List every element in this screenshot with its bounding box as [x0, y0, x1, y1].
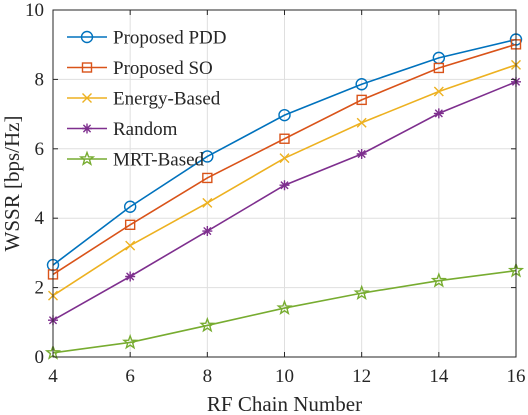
data-point	[430, 272, 447, 288]
legend-label: MRT-Based	[113, 150, 205, 171]
legend-item: Energy-Based	[67, 89, 221, 110]
legend-item: Random	[67, 119, 178, 140]
series-line	[52, 38, 517, 266]
data-point	[123, 200, 137, 213]
data-point	[356, 117, 367, 128]
data-point	[356, 149, 367, 160]
legend-label: Random	[113, 119, 178, 140]
data-point	[433, 108, 444, 119]
x-tick-label: 4	[48, 366, 58, 387]
x-tick-label: 8	[203, 366, 213, 387]
y-tick-label: 10	[25, 0, 44, 21]
legend: Proposed PDD Proposed SO Energy-Based Rando…	[67, 28, 226, 171]
legend-marker	[82, 93, 92, 103]
data-point	[433, 86, 444, 97]
y-tick-label: 8	[35, 69, 45, 90]
ticks: 4 6 8 10 12 14 16 0 2 4 6 8 10	[25, 0, 526, 387]
data-point	[355, 78, 368, 91]
legend-marker	[80, 30, 94, 44]
legend-label: Proposed SO	[113, 58, 213, 79]
legend-item: Proposed SO	[67, 58, 213, 79]
data-point	[202, 197, 213, 208]
y-tick-label: 2	[35, 278, 45, 299]
data-point	[122, 333, 139, 350]
x-axis-title: RF Chain Number	[207, 392, 362, 415]
data-point	[433, 62, 445, 74]
legend-marker	[78, 150, 96, 166]
y-axis-title: WSSR [bps/Hz]	[0, 116, 24, 252]
legend-marker	[82, 123, 92, 134]
data-point	[125, 240, 136, 251]
data-point	[201, 150, 214, 163]
legend-item: Proposed PDD	[67, 28, 226, 49]
data-point	[353, 284, 370, 301]
data-point	[279, 153, 290, 164]
y-tick-label: 4	[35, 208, 45, 229]
series-line	[52, 269, 517, 354]
data-point	[199, 316, 216, 333]
x-tick-label: 10	[275, 366, 294, 387]
data-point	[279, 133, 290, 144]
x-tick-label: 12	[352, 366, 371, 387]
x-tick-label: 6	[125, 366, 135, 387]
data-point	[278, 108, 291, 122]
legend-item: MRT-Based	[67, 150, 205, 171]
legend-marker	[81, 62, 93, 73]
data-point	[202, 172, 213, 184]
y-tick-label: 6	[35, 139, 45, 160]
legend-label: Proposed PDD	[113, 28, 226, 49]
x-tick-label: 14	[429, 366, 449, 387]
data-point	[356, 94, 367, 106]
x-tick-label: 16	[507, 366, 526, 387]
data-point	[279, 180, 290, 191]
data-point	[125, 271, 136, 282]
data-point	[276, 299, 293, 315]
y-tick-label: 0	[35, 347, 45, 368]
legend-label: Energy-Based	[113, 89, 221, 110]
series-line	[52, 43, 517, 276]
data-point	[124, 219, 136, 230]
series-energy-based	[48, 59, 521, 301]
data-point	[202, 226, 213, 237]
